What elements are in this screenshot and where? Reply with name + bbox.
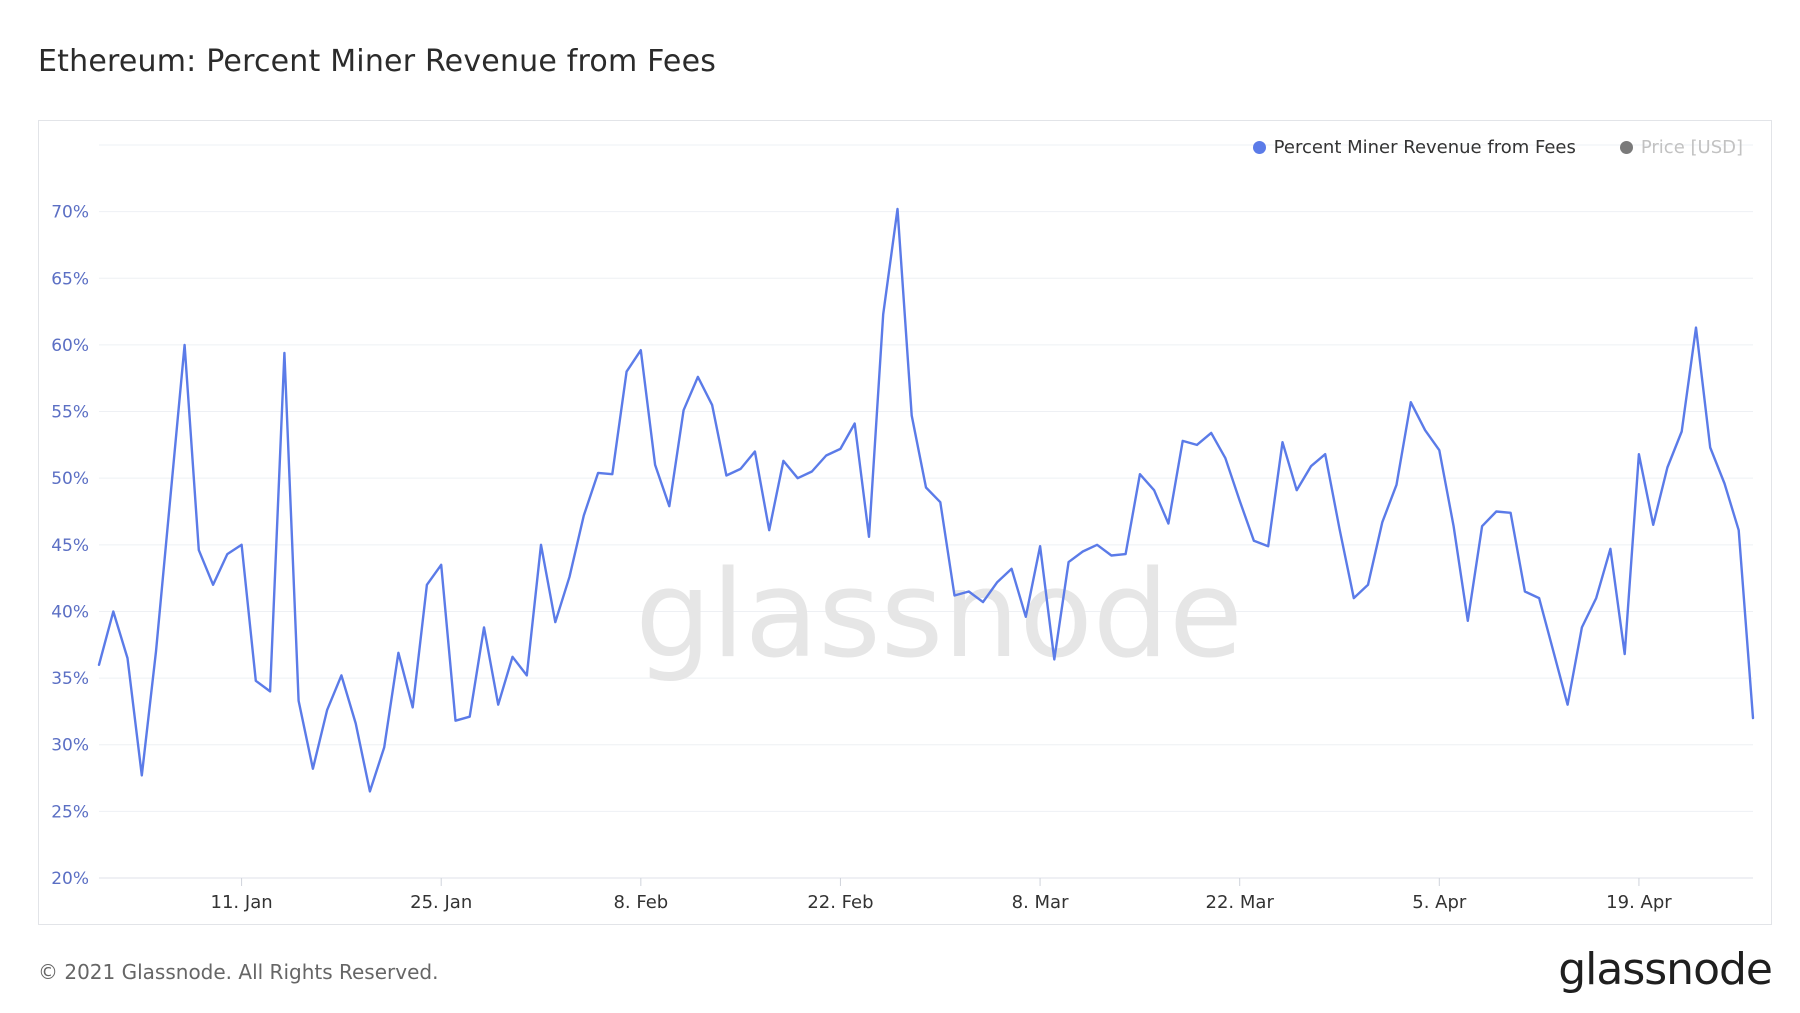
x-tick-label: 25. Jan (410, 892, 472, 913)
legend-item-price[interactable]: Price [USD] (1619, 137, 1743, 158)
chart-title: Ethereum: Percent Miner Revenue from Fee… (38, 44, 717, 79)
watermark: glassnode (635, 546, 1243, 685)
y-tick-label: 20% (51, 869, 89, 889)
y-tick-label: 40% (51, 602, 89, 622)
series-line-percent-miner-revenue (97, 207, 1755, 793)
grid-lines (99, 144, 1753, 879)
x-tick-label: 5. Apr (1412, 892, 1467, 913)
x-tick-label: 11. Jan (211, 892, 273, 913)
y-axis: 20% 25% 30% 35% 40% 45% 50% 55% 60% 65% 70% (51, 203, 89, 889)
line-chart: glassnode 20% 25% 30% 35% 40% 45% 50% 55% 60% 65%… (51, 144, 1755, 913)
y-tick-label: 50% (51, 469, 89, 489)
y-tick-label: 65% (51, 269, 89, 289)
y-tick-label: 45% (51, 536, 89, 556)
glassnode-logo: glassnode (1558, 944, 1773, 995)
y-tick-label: 70% (51, 203, 89, 223)
price-dot-icon (1619, 141, 1633, 154)
y-tick-label: 30% (51, 736, 89, 756)
chart-panel: glassnode 20% 25% 30% 35% 40% 45% 50% 55% 60% 65%… (38, 120, 1772, 925)
series-dot-icon (1252, 141, 1266, 154)
x-tick-label: 19. Apr (1606, 892, 1672, 913)
legend-label-price: Price [USD] (1640, 137, 1743, 158)
x-axis: 11. Jan 25. Jan 8. Feb 22. Feb 8. Mar 22. Mar… (99, 877, 1753, 913)
y-tick-label: 55% (51, 403, 89, 423)
legend-item-percent-miner-revenue[interactable]: Percent Miner Revenue from Fees (1252, 137, 1576, 158)
x-tick-label: 22. Mar (1206, 892, 1275, 913)
legend-label-series: Percent Miner Revenue from Fees (1273, 137, 1576, 158)
x-tick-label: 8. Mar (1012, 892, 1069, 913)
x-tick-label: 8. Feb (613, 892, 668, 913)
y-tick-label: 60% (51, 336, 89, 356)
y-tick-label: 35% (51, 669, 89, 689)
copyright-text: © 2021 Glassnode. All Rights Reserved. (38, 960, 439, 984)
x-tick-label: 22. Feb (807, 892, 873, 913)
y-tick-label: 25% (51, 802, 89, 822)
legend: Percent Miner Revenue from Fees Price [U… (1252, 137, 1743, 158)
